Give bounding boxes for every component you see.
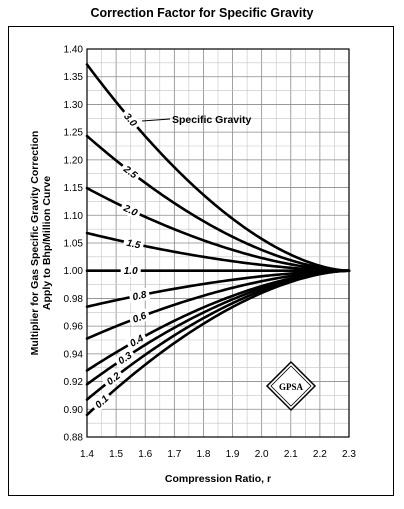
x-tick-label: 1.6 [138, 449, 152, 460]
y-tick-label: 0.94 [64, 349, 84, 360]
y-tick-label: 0.96 [64, 322, 84, 333]
curve-label-bg [127, 308, 151, 327]
curve-label-bg [128, 287, 151, 304]
y-tick-label: 0.88 [64, 433, 84, 444]
x-axis-label: Compression Ratio, r [165, 473, 271, 485]
curve-label-bg [90, 390, 114, 413]
tick-labels: 1.4 1.5 1.6 1.7 1.8 1.9 2.0 2.1 2.2 2.3 0.88 0.90 0.… [64, 45, 357, 461]
y-tick-label: 0.90 [64, 405, 84, 416]
x-tick-label: 1.5 [109, 449, 123, 460]
x-tick-label: 1.7 [167, 449, 181, 460]
curve-label-bg [120, 264, 141, 277]
curve-label-sg-0-8: 0.8 [132, 290, 148, 304]
curve-label-bg [122, 235, 145, 252]
curve-label-sg-1-0: 1.0 [124, 266, 138, 277]
y-tick-label: 1.25 [64, 128, 84, 139]
curve-label-bg [113, 347, 137, 369]
curve-label-group: 1.5 [122, 235, 145, 252]
curve-label-bg [119, 107, 142, 132]
curve-label-sg-0-6: 0.6 [131, 310, 148, 325]
x-tick-label: 1.8 [196, 449, 210, 460]
curve-label-bg [119, 200, 143, 220]
x-tick-label: 1.9 [226, 449, 240, 460]
x-tick-label: 2.2 [313, 449, 327, 460]
curve-label-bg [101, 367, 125, 390]
gpsa-logo: GPSA [265, 360, 317, 412]
annotation-leader [141, 118, 171, 122]
logo-text: GPSA [279, 382, 304, 392]
x-tick-label: 2.0 [255, 449, 269, 460]
curve-label-group: 0.6 [127, 308, 151, 327]
y-tick-label: 1.05 [64, 239, 84, 250]
curve-label-group: 1.0 [120, 264, 141, 277]
x-tick-label: 1.4 [80, 449, 94, 460]
chart-frame [8, 26, 394, 496]
y-axis-label-2: Apply to Bhp/Million Curve [41, 176, 53, 310]
page-title: Correction Factor for Specific Gravity [90, 6, 314, 20]
y-tick-label: 1.00 [64, 266, 84, 277]
y-tick-label: 0.92 [64, 377, 84, 388]
curve-label-bg [124, 330, 149, 351]
y-tick-label: 1.30 [64, 100, 84, 111]
y-tick-label: 1.15 [64, 183, 84, 194]
curve-label-sg-1-5: 1.5 [125, 238, 141, 252]
y-tick-label: 1.40 [64, 45, 84, 56]
plot-border [86, 48, 350, 438]
y-tick-label: 1.20 [64, 155, 84, 166]
curve-label-group: 0.8 [128, 287, 151, 304]
y-tick-label: 0.98 [64, 294, 84, 305]
y-tick-label: 1.35 [64, 72, 84, 83]
y-axis-label: Multiplier for Gas Specific Gravity Corr… [29, 131, 41, 356]
x-tick-label: 2.1 [284, 449, 298, 460]
x-tick-label: 2.3 [342, 449, 356, 460]
curve-label-bg [119, 161, 143, 183]
specific-gravity-annotation: Specific Gravity [172, 114, 252, 126]
y-tick-label: 1.10 [64, 211, 84, 222]
curve-sg-0-1 [85, 269, 351, 417]
